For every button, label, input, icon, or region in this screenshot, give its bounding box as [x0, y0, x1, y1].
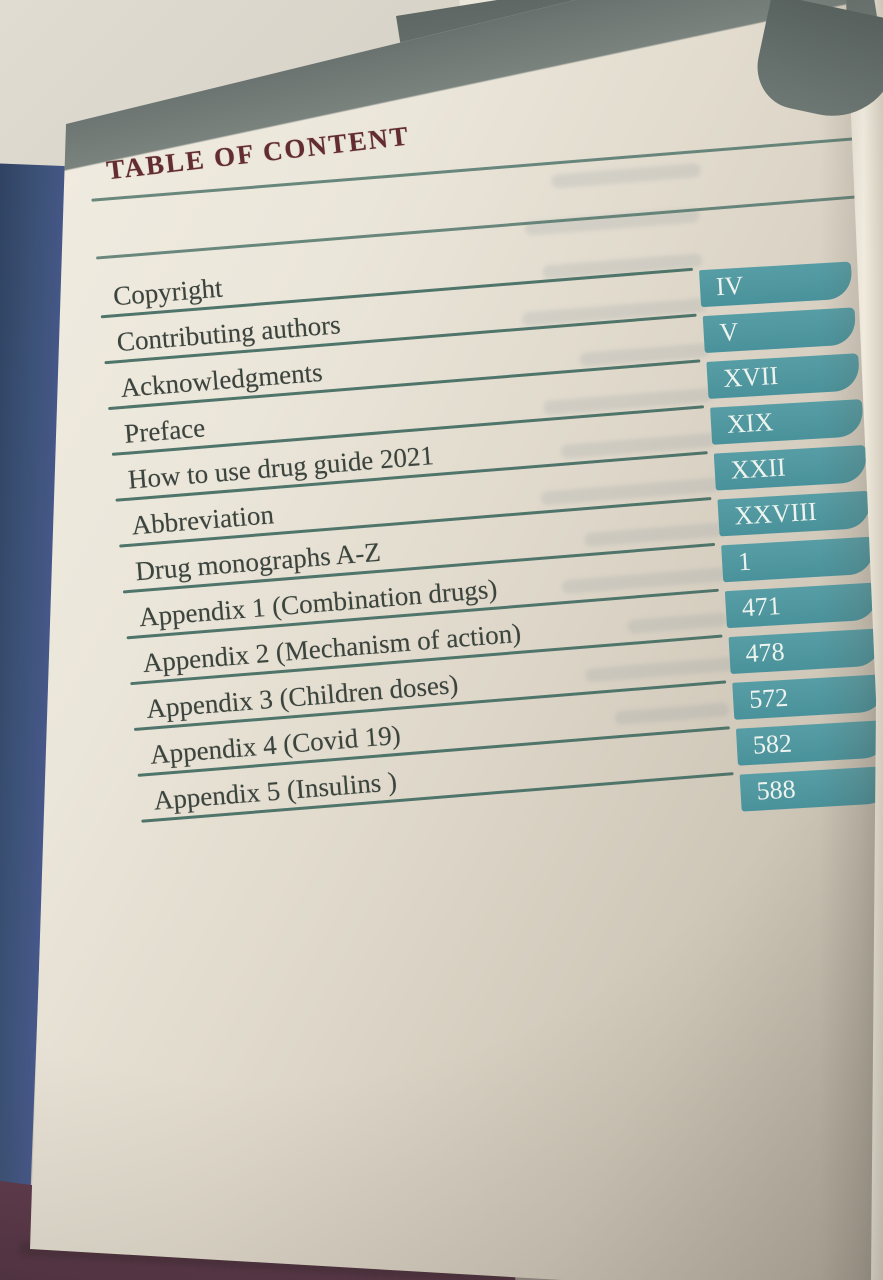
toc-entry-label: Preface [123, 412, 207, 449]
printed-content: TABLE OF CONTENT Copyright IV Contributi… [91, 71, 876, 1248]
toc-list: Copyright IV Contributing authors V Ackn… [100, 211, 876, 823]
